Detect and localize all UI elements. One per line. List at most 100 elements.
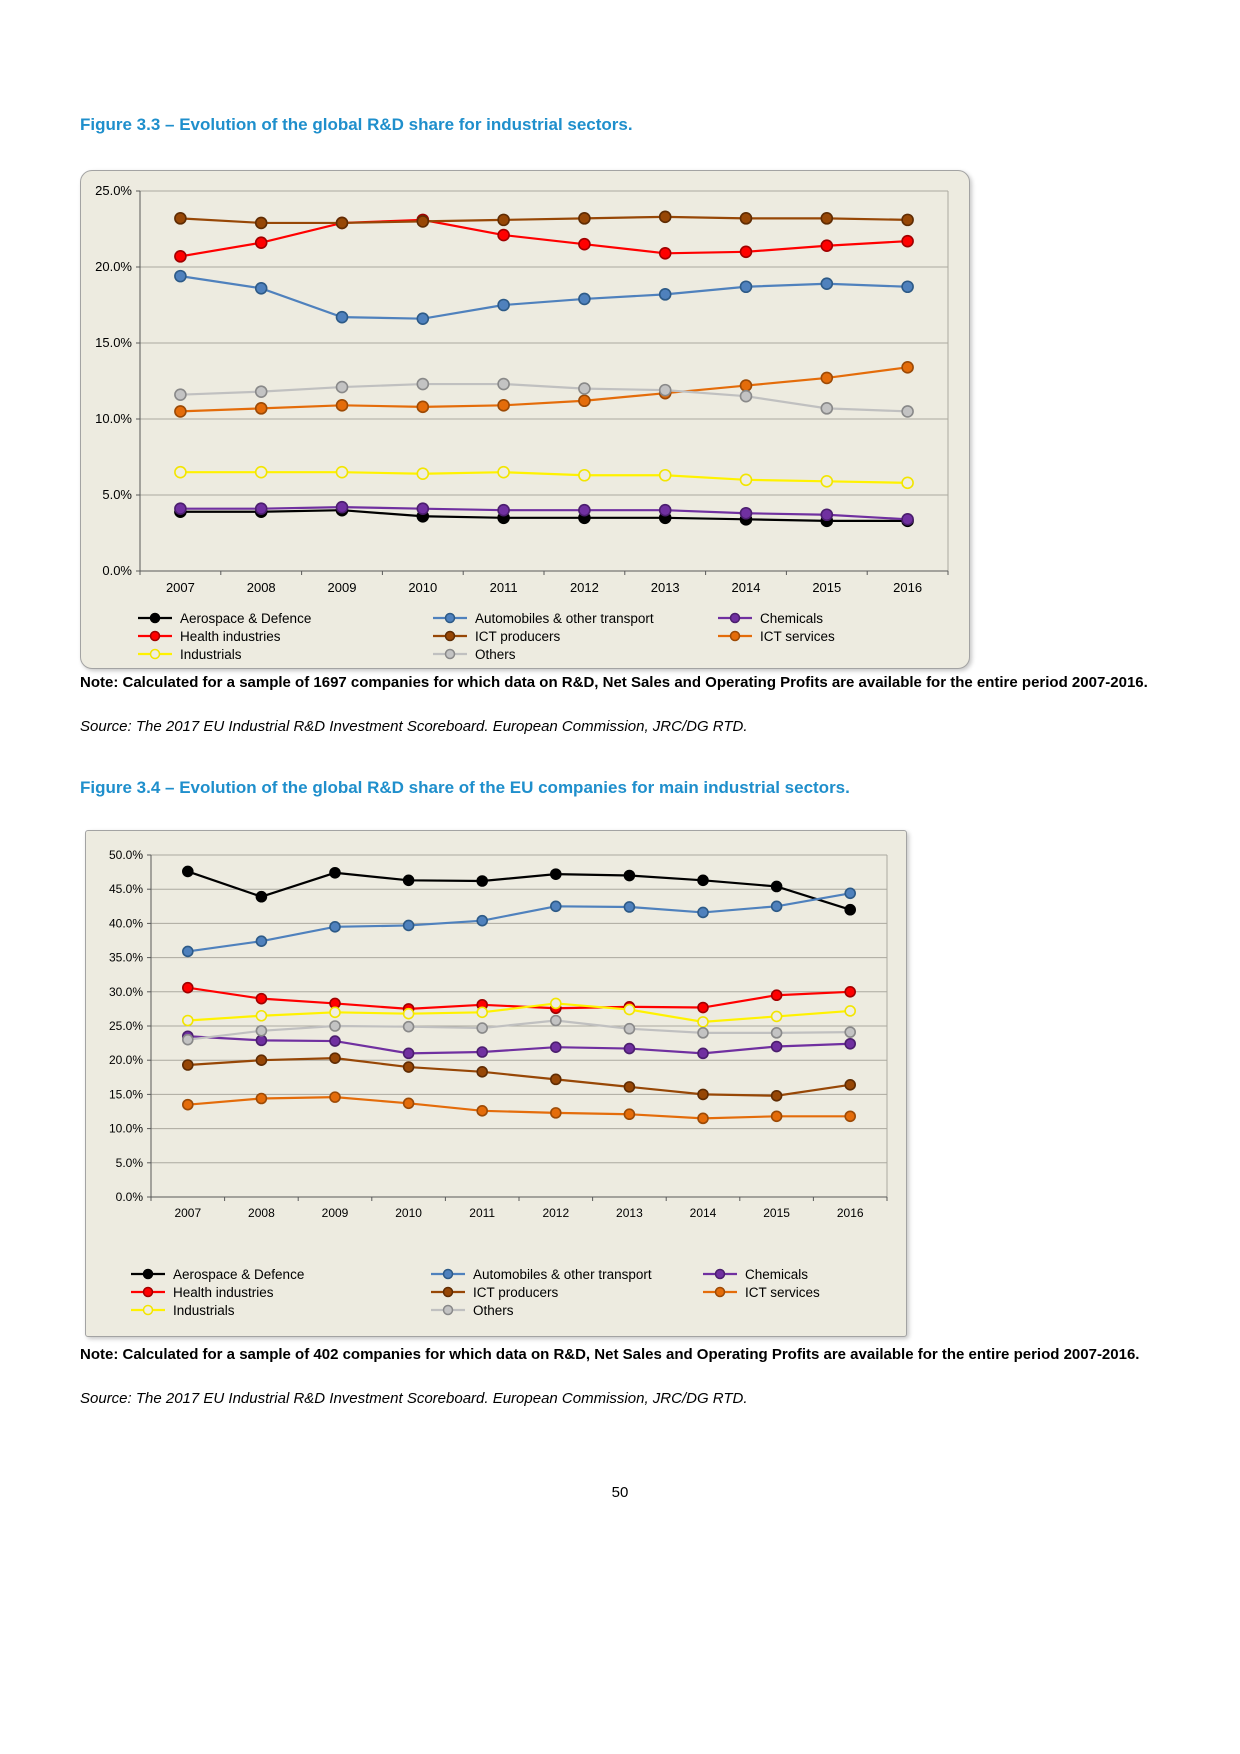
- series-marker: [402, 1061, 415, 1073]
- series-marker: [182, 865, 194, 878]
- series-marker: [174, 405, 187, 418]
- series-marker: [335, 399, 349, 412]
- series-marker: [844, 1110, 857, 1123]
- y-tick-label: 20.0%: [95, 259, 132, 274]
- x-tick-label: 2012: [570, 580, 599, 595]
- series-marker: [697, 1112, 709, 1125]
- series-marker: [697, 1016, 709, 1028]
- legend-item: Others: [430, 1301, 702, 1319]
- series-marker: [329, 1006, 341, 1019]
- legend-item: Automobiles & other transport: [430, 1265, 702, 1283]
- y-tick-label: 25.0%: [109, 1019, 143, 1033]
- series-marker: [820, 371, 834, 385]
- y-tick-label: 5.0%: [116, 1156, 144, 1170]
- series-marker: [739, 473, 753, 487]
- series-marker: [901, 513, 914, 526]
- series-automobiles-other-transport: [182, 887, 857, 958]
- series-marker: [416, 377, 430, 391]
- series-marker: [697, 1001, 709, 1014]
- x-tick-label: 2015: [812, 580, 841, 595]
- series-marker: [335, 500, 349, 514]
- series-marker: [697, 1047, 709, 1060]
- figure-3-4-note: Note: Calculated for a sample of 402 com…: [80, 1346, 1140, 1363]
- figure-3-4-chart: 0.0% 5.0% 10.0% 15.0% 20.0% 25.0% 30.0% 35.0% 40…: [85, 830, 907, 1337]
- series-marker: [578, 237, 591, 251]
- series-marker: [255, 1009, 268, 1022]
- x-tick-label: 2007: [174, 1206, 201, 1220]
- series-marker: [329, 1052, 341, 1064]
- series-marker: [578, 292, 591, 306]
- series-marker: [254, 216, 268, 230]
- series-marker: [174, 250, 187, 263]
- series-marker: [739, 245, 753, 259]
- legend-marker-icon: [138, 648, 172, 660]
- series-marker: [549, 1073, 562, 1086]
- series-marker: [174, 388, 187, 401]
- series-chemicals: [174, 500, 914, 526]
- series-marker: [844, 1005, 857, 1017]
- series-marker: [770, 1089, 783, 1102]
- series-marker: [844, 1037, 857, 1050]
- y-tick-label: 10.0%: [109, 1122, 143, 1136]
- legend-item: Health industries: [137, 627, 432, 645]
- legend-item: Industrials: [137, 645, 432, 663]
- series-marker: [255, 1024, 268, 1037]
- figure-3-3-title: Figure 3.3 – Evolution of the global R&D…: [80, 115, 633, 134]
- series-marker: [476, 1022, 489, 1034]
- y-tick-label: 50.0%: [109, 848, 143, 862]
- x-tick-label: 2014: [690, 1206, 717, 1220]
- series-marker: [770, 1040, 783, 1053]
- series-marker: [182, 1033, 194, 1046]
- series-marker: [549, 868, 562, 880]
- series-marker: [844, 887, 857, 900]
- legend-label: Others: [473, 1302, 514, 1318]
- series-marker: [402, 1097, 415, 1110]
- series-marker: [623, 1042, 636, 1055]
- x-tick-label: 2009: [328, 580, 357, 595]
- series-marker: [697, 874, 709, 887]
- x-tick-label: 2015: [763, 1206, 790, 1220]
- series-marker: [255, 992, 268, 1005]
- x-tick-label: 2008: [248, 1206, 275, 1220]
- series-health-industries: [174, 213, 914, 263]
- series-aerospace-defence: [182, 865, 857, 916]
- legend-label: Aerospace & Defence: [173, 1266, 305, 1282]
- series-marker: [329, 866, 341, 879]
- series-marker: [254, 465, 268, 479]
- legend-marker-icon: [138, 630, 172, 642]
- series-marker: [335, 465, 349, 479]
- legend-label: Health industries: [173, 1284, 274, 1300]
- series-chemicals: [182, 1030, 857, 1060]
- y-tick-label: 35.0%: [109, 951, 143, 965]
- legend-marker-icon: [433, 612, 467, 624]
- series-marker: [182, 981, 194, 994]
- series-marker: [476, 1046, 489, 1058]
- series-marker: [174, 212, 187, 225]
- series-marker: [402, 1007, 415, 1020]
- legend-marker-icon: [431, 1286, 465, 1298]
- legend-marker-icon: [703, 1286, 737, 1298]
- series-marker: [549, 1107, 562, 1119]
- legend-marker-icon: [131, 1286, 165, 1298]
- x-tick-label: 2013: [651, 580, 680, 595]
- series-marker: [182, 945, 194, 958]
- legend-marker-icon: [718, 612, 752, 624]
- figure-3-4-source: Source: The 2017 EU Industrial R&D Inves…: [80, 1390, 748, 1407]
- series-marker: [658, 210, 672, 224]
- series-others: [182, 1014, 857, 1046]
- series-line: [180, 215, 908, 225]
- series-ict-producers: [174, 210, 914, 230]
- figure-3-3-note: Note: Calculated for a sample of 1697 co…: [80, 674, 1148, 691]
- y-tick-label: 20.0%: [109, 1053, 143, 1067]
- legend-label: Health industries: [180, 628, 281, 644]
- series-marker: [335, 310, 349, 324]
- series-marker: [476, 875, 489, 887]
- series-marker: [901, 234, 914, 248]
- legend-item: Aerospace & Defence: [130, 1265, 430, 1283]
- series-marker: [174, 502, 187, 515]
- y-tick-label: 0.0%: [116, 1190, 144, 1204]
- x-tick-label: 2007: [166, 580, 195, 595]
- series-marker: [497, 377, 510, 391]
- legend-label: Chemicals: [760, 610, 824, 626]
